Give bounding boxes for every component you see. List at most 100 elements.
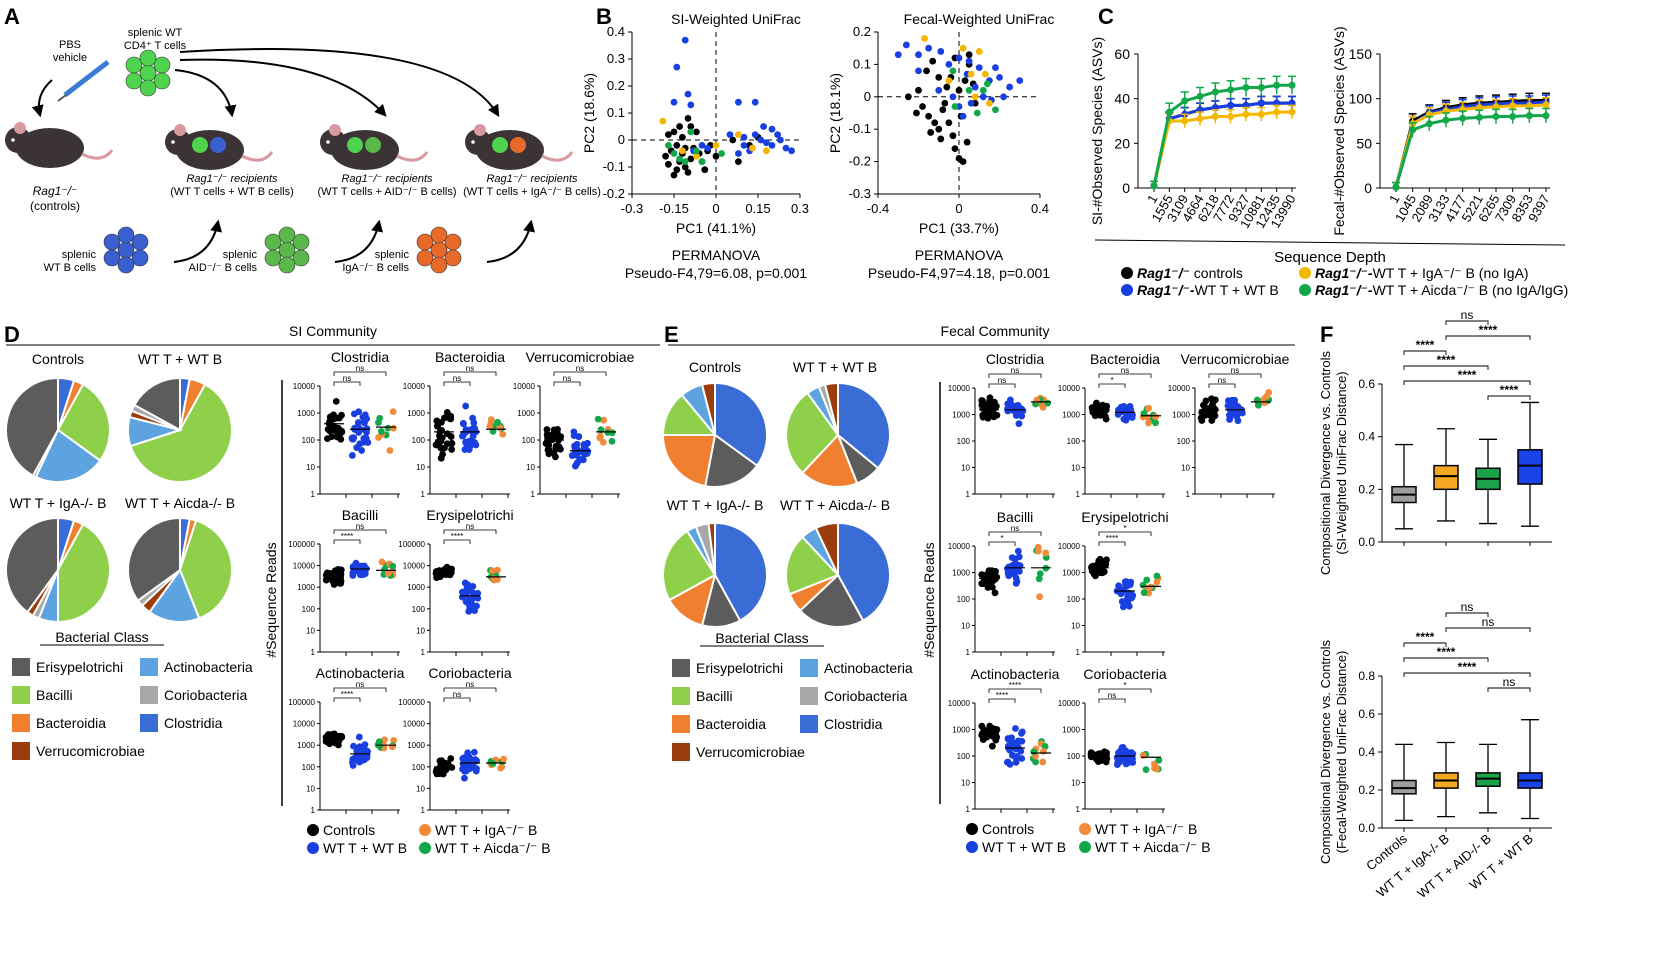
sig-label: ns <box>466 522 474 531</box>
label-cd4-a: splenic WT <box>128 27 183 39</box>
dot-group-0 <box>328 433 336 441</box>
e-legend-marker <box>1079 841 1091 853</box>
y-tick-label: 1000 <box>1062 569 1080 578</box>
label-vehicle: vehicle <box>53 52 87 64</box>
e-legend-marker <box>966 823 978 835</box>
point-controls <box>927 129 935 136</box>
dot-group-0 <box>1092 570 1100 578</box>
cell-0 <box>139 64 157 82</box>
dot-group-1 <box>350 742 357 750</box>
dotplot-title: Verrucomicrobiae <box>526 349 635 365</box>
y-tick-label: 0.6 <box>1358 377 1375 391</box>
dot-group-2 <box>1039 758 1047 766</box>
sig-label: ns <box>466 680 474 689</box>
si-pie-4-slice-erisypelotrichi <box>127 516 181 602</box>
e-legend-label: WT T + WT B <box>982 839 1066 855</box>
y-tick-label: 10000 <box>403 562 426 571</box>
sig-label: ns <box>1461 308 1474 322</box>
dot-group-1 <box>1114 758 1122 766</box>
y-tick-label: 10 <box>306 463 315 472</box>
fecal-pie-1-slice-bacteroidia <box>661 434 717 488</box>
pie-label: Controls <box>689 359 741 375</box>
y-tick-label: 100 <box>412 436 426 445</box>
sig-label: ns <box>563 374 571 383</box>
cell-6 <box>117 256 135 274</box>
y-tick-label: 100 <box>302 436 316 445</box>
cell-6 <box>139 79 157 97</box>
dot-group-1 <box>1228 408 1236 416</box>
dot-group-1 <box>1226 403 1234 411</box>
c-divider <box>1094 239 1566 246</box>
dot-group-0 <box>1094 758 1102 765</box>
cell-0 <box>117 241 135 259</box>
label-controls-rag: Rag1⁻/⁻ <box>33 184 78 198</box>
dot-group-2 <box>494 418 501 426</box>
y-tick-label: 20 <box>1114 135 1130 151</box>
point-controls <box>735 158 742 166</box>
y-tick-label: 1 <box>421 806 426 815</box>
dot-group-0 <box>542 440 550 447</box>
sig-label: **** <box>1416 630 1435 644</box>
dot-group-2 <box>377 428 385 435</box>
dot-group-1 <box>356 571 364 579</box>
point-iga <box>749 144 756 152</box>
dot-group-1 <box>570 428 578 436</box>
y-tick-label: 1000 <box>517 409 535 418</box>
dot-group-2 <box>389 562 397 570</box>
sig-label: ns <box>453 690 461 699</box>
y-tick-label: 100 <box>412 763 426 772</box>
sig-label: **** <box>1416 338 1435 352</box>
dot-group-1 <box>463 764 471 772</box>
dot-group-2 <box>498 763 506 771</box>
y-tick-label: 100 <box>957 437 971 446</box>
class-label-clostridia: Clostridia <box>824 716 883 732</box>
point-wtb <box>925 44 933 52</box>
sig-bracket <box>443 687 497 692</box>
sig-label: ns <box>1461 600 1474 614</box>
dot-group-2 <box>600 416 607 424</box>
sig-bracket <box>988 531 1042 536</box>
cell-3 <box>264 249 282 267</box>
dot-group-0 <box>335 414 343 422</box>
point-wtb <box>979 93 987 101</box>
y-tick-label: 1 <box>531 490 536 499</box>
point-wtb <box>1006 83 1014 91</box>
cell-6 <box>430 256 448 274</box>
sig-bracket <box>988 688 1042 693</box>
panel-label-e: E <box>664 322 679 347</box>
point-wtb <box>935 86 943 94</box>
y-label: Fecal-#Observed Species (ASVs) <box>1331 26 1347 235</box>
dot-group-1 <box>460 420 467 428</box>
dot-group-1 <box>355 733 363 741</box>
class-swatch-bacilli <box>12 686 30 704</box>
dot-group-0 <box>991 589 999 597</box>
cell-1 <box>264 233 282 251</box>
arrow-tcell-1 <box>174 69 237 118</box>
dot-group-1 <box>469 414 477 422</box>
point-controls <box>904 93 912 101</box>
panel-c-rarefaction: 0204060115553109466462187772932710881124… <box>1089 26 1568 298</box>
class-label-verrucomicrobiae: Verrucomicrobiae <box>36 743 145 759</box>
dot-group-2 <box>386 447 394 454</box>
dot-group-0 <box>332 397 340 405</box>
mouse-recipient-3 <box>465 124 574 170</box>
y-tick-label: 10 <box>416 626 425 635</box>
si-pie-1: Controls <box>5 351 111 483</box>
dot-group-1 <box>1124 759 1132 767</box>
y-tick-label: 10000 <box>403 382 426 391</box>
dot-group-1 <box>1014 547 1022 555</box>
sig-label: * <box>1110 376 1113 385</box>
mouse-eye <box>471 140 475 144</box>
dot-group-0 <box>447 412 455 420</box>
dot-group-1 <box>1008 738 1016 746</box>
dot-group-1 <box>575 433 583 441</box>
pcoa-B1: -0.2 -0.1 0 0.1 0.2 0.3 0.4 -0.3 -0.15 0 0.15 0.3 SI… <box>581 11 809 281</box>
box-3 <box>1517 449 1543 485</box>
y-tick-label: 100 <box>412 605 426 614</box>
dot-group-2 <box>1033 396 1041 404</box>
dot-group-1 <box>464 583 472 591</box>
dot-group-2 <box>1153 578 1161 586</box>
fecal-pie-2-slice-bacteroidia <box>800 433 859 488</box>
